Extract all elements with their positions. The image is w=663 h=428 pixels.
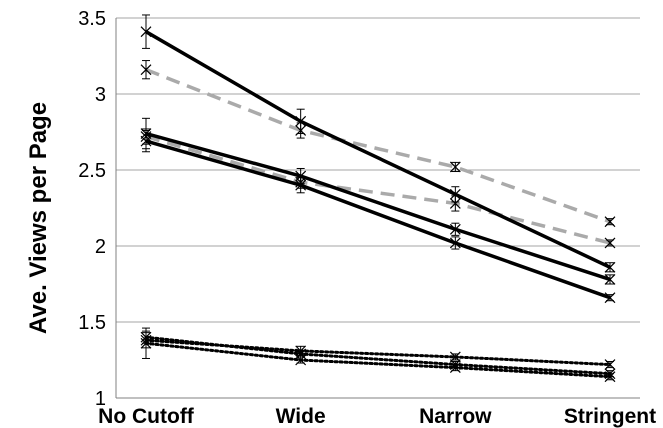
- x-marker: [449, 198, 461, 209]
- data-point: [604, 359, 616, 370]
- x-marker: [140, 64, 152, 76]
- data-point: [140, 60, 152, 80]
- x-marker: [449, 188, 461, 200]
- data-point: [449, 222, 461, 236]
- x-marker: [604, 359, 616, 370]
- data-point: [604, 261, 616, 273]
- markers: [140, 14, 616, 383]
- data-point: [449, 351, 461, 363]
- data-point: [140, 327, 152, 359]
- series-lines: [144, 30, 612, 379]
- x-marker: [604, 237, 616, 249]
- y-tick-label: 3: [95, 84, 106, 106]
- data-point: [604, 274, 616, 285]
- data-point: [604, 237, 616, 249]
- series-line-solid: [145, 131, 611, 282]
- data-point: [449, 195, 461, 212]
- series-line-dashed: [145, 68, 611, 224]
- x-marker: [140, 131, 152, 142]
- x-tick-label: Wide: [276, 405, 326, 428]
- x-marker: [295, 354, 307, 366]
- series-line-dotted: [144, 335, 612, 376]
- y-tick-label: 3.5: [78, 8, 106, 30]
- x-marker: [449, 223, 461, 235]
- data-point: [449, 161, 461, 173]
- y-tick-label: 2.5: [78, 160, 106, 182]
- data-point: [449, 236, 461, 250]
- data-point: [295, 175, 307, 189]
- x-marker: [604, 261, 616, 273]
- x-marker: [140, 337, 152, 349]
- data-point: [604, 371, 616, 383]
- x-marker: [604, 292, 616, 304]
- data-point: [140, 14, 152, 49]
- x-marker: [449, 362, 461, 374]
- data-point: [140, 128, 152, 145]
- data-point: [604, 292, 616, 304]
- x-marker: [604, 216, 616, 228]
- y-tick-labels: 1 1.5 2 2.5 3 3.5: [78, 8, 106, 410]
- x-tick-label: Stringent: [564, 405, 656, 428]
- y-axis-title: Ave. Views per Page: [25, 102, 52, 334]
- x-marker: [449, 161, 461, 173]
- x-tick-label: No Cutoff: [98, 405, 195, 428]
- series-line-dashed: [145, 134, 611, 245]
- data-point: [295, 354, 307, 366]
- data-point: [295, 122, 307, 139]
- gridlines: [116, 17, 640, 323]
- x-marker: [449, 237, 461, 249]
- x-marker: [295, 115, 307, 127]
- y-tick-label: 1: [95, 388, 106, 410]
- data-point: [604, 216, 616, 228]
- series-line-solid: [145, 139, 611, 300]
- x-marker: [140, 26, 152, 38]
- data-point: [449, 362, 461, 374]
- x-marker: [604, 274, 616, 285]
- series-line-solid: [145, 30, 611, 269]
- x-tick-labels: No Cutoff Wide Narrow Stringent: [98, 405, 656, 428]
- series-line-dotted: [144, 341, 612, 379]
- y-tick-label: 1.5: [78, 312, 106, 334]
- y-tick-label: 2: [95, 236, 106, 258]
- x-tick-label: Narrow: [419, 405, 492, 428]
- x-marker: [295, 176, 307, 188]
- x-marker: [295, 125, 307, 136]
- x-marker: [449, 351, 461, 363]
- x-marker: [604, 371, 616, 383]
